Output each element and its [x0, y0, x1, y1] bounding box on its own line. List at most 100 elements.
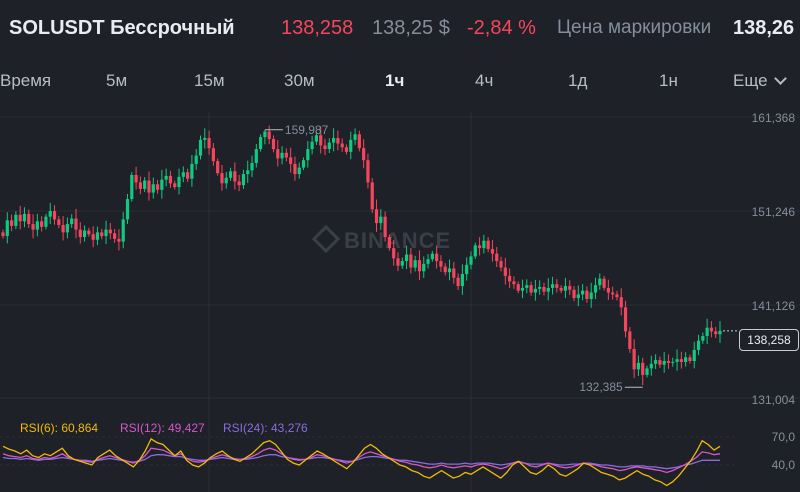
candle-body — [611, 292, 615, 295]
candle-body — [374, 209, 379, 224]
candle-body — [417, 260, 422, 272]
candle-body — [628, 331, 632, 349]
tab-1d[interactable]: 1д — [568, 71, 588, 90]
candle-body — [572, 289, 576, 299]
candle-body — [82, 230, 87, 238]
candle-body — [426, 259, 430, 264]
candle-body — [155, 184, 160, 190]
rsi6-line — [2, 437, 721, 487]
candle-body — [379, 216, 383, 224]
y-tick-label: 151,246 — [752, 205, 796, 219]
candle-body — [546, 287, 550, 292]
tab-time[interactable]: Время — [0, 71, 52, 90]
candle-body — [396, 258, 400, 266]
candle-body — [130, 175, 134, 200]
tab-1w[interactable]: 1н — [659, 71, 678, 90]
candle-body — [516, 284, 520, 291]
tab-15m[interactable]: 15м — [194, 71, 225, 90]
candle-body — [177, 176, 181, 188]
candle-body — [615, 294, 619, 298]
candle-body — [314, 135, 319, 142]
candle-body — [370, 182, 374, 210]
candle-body — [319, 135, 323, 146]
candle-body — [284, 152, 288, 158]
y-tick-label: 141,126 — [752, 299, 796, 313]
candle-body — [168, 175, 173, 184]
last-price: 138,258 — [281, 17, 354, 39]
candle-body — [293, 163, 297, 175]
candle-body — [383, 216, 387, 238]
candle-body — [645, 368, 649, 375]
candle-body — [52, 211, 57, 220]
candle-body — [357, 134, 361, 149]
candle-body — [173, 183, 177, 188]
rsi12-legend: RSI(12): 49,427 — [120, 421, 205, 435]
mark-price-value: 138,26 — [733, 17, 795, 39]
candle-body — [435, 253, 439, 262]
candle-body — [696, 340, 701, 350]
candle-body — [525, 285, 529, 288]
candle-body — [134, 175, 138, 183]
candle-body — [138, 182, 142, 189]
candle-body — [61, 224, 65, 233]
candle-body — [666, 361, 671, 363]
candle-body — [709, 327, 714, 332]
candle-body — [585, 290, 589, 300]
candle-body — [452, 268, 456, 278]
candle-body — [14, 214, 18, 226]
candle-body — [160, 179, 164, 190]
candle-body — [538, 286, 542, 289]
candle-body — [529, 285, 533, 293]
candle-body — [422, 263, 426, 272]
candle-body — [658, 360, 662, 365]
candle-body — [35, 221, 39, 230]
candle-body — [74, 218, 78, 230]
candle-body — [186, 172, 190, 179]
candle-body — [679, 359, 683, 362]
ticker-header: SOLUSDT Бессрочный 138,258 138,25 $ -2,8… — [0, 0, 800, 56]
candle-body — [108, 229, 112, 234]
candle-body — [143, 180, 147, 189]
candle-body — [117, 238, 121, 242]
candle-body — [198, 139, 203, 156]
candle-body — [714, 331, 718, 335]
candle-body — [701, 336, 705, 341]
candle-body — [5, 220, 9, 237]
candle-body — [48, 211, 52, 217]
candle-body — [190, 163, 194, 179]
tab-30m[interactable]: 30м — [284, 71, 315, 90]
tab-1h[interactable]: 1ч — [385, 71, 405, 90]
candle-body — [593, 285, 598, 293]
candle-body — [327, 142, 331, 150]
candle-body — [57, 219, 61, 225]
rsi24-line — [2, 454, 720, 470]
candle-body — [121, 219, 125, 242]
candle-body — [662, 361, 666, 365]
symbol-title[interactable]: SOLUSDT Бессрочный — [9, 17, 235, 39]
change-percent: -2,84 % — [467, 17, 536, 39]
candle-body — [276, 149, 280, 159]
candle-body — [306, 149, 310, 161]
candle-body — [87, 230, 91, 235]
candle-body — [602, 278, 606, 288]
candle-body — [533, 288, 537, 293]
candle-body — [233, 171, 237, 182]
candle-body — [203, 137, 207, 140]
candle-body — [147, 180, 151, 193]
mark-price-label: Цена маркировки — [557, 17, 712, 38]
candle-body — [78, 229, 82, 238]
tab-4h[interactable]: 4ч — [475, 71, 494, 90]
candle-body — [404, 254, 409, 262]
tab-5m[interactable]: 5м — [106, 71, 128, 90]
candle-body — [151, 184, 155, 193]
candle-body — [555, 284, 559, 288]
candle-body — [447, 268, 452, 273]
candle-body — [542, 286, 546, 292]
candle-body — [18, 214, 22, 222]
tab-more[interactable]: Еще — [733, 71, 787, 91]
candle-body — [254, 149, 258, 163]
candle-body — [344, 147, 349, 152]
candle-body — [653, 360, 658, 364]
rsi24-legend: RSI(24): 43,276 — [223, 421, 308, 435]
